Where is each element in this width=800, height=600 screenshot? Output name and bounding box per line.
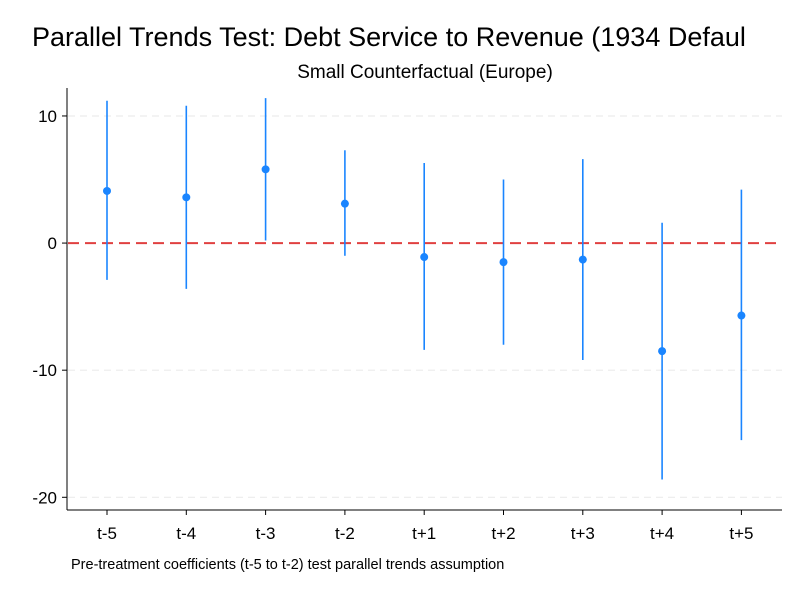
coefficient-point-t-4 — [182, 193, 191, 202]
coefficient-point-t+2 — [499, 258, 508, 267]
coefficient-point-t+1 — [420, 253, 429, 262]
x-tick-label: t+3 — [571, 524, 595, 543]
x-tick-label: t-4 — [176, 524, 196, 543]
y-tick-label: -20 — [32, 488, 57, 507]
coefficient-point-t+3 — [578, 255, 587, 264]
x-tick-label: t+1 — [412, 524, 436, 543]
chart-note: Pre-treatment coefficients (t-5 to t-2) … — [71, 557, 505, 573]
coefficient-point-t-3 — [261, 165, 270, 174]
x-tick-label: t+4 — [650, 524, 674, 543]
x-tick-label: t-3 — [256, 524, 276, 543]
coefficient-point-t-2 — [340, 199, 349, 208]
y-tick-label: 10 — [38, 107, 57, 126]
x-tick-label: t-5 — [97, 524, 117, 543]
coefficient-point-t+5 — [737, 311, 746, 320]
coefficient-point-t-5 — [103, 186, 111, 195]
y-tick-label: -10 — [32, 361, 57, 380]
y-tick-label: 0 — [48, 234, 57, 253]
coefficient-point-t+4 — [658, 347, 667, 356]
chart-subtitle: Small Counterfactual (Europe) — [297, 62, 553, 83]
chart-title: Parallel Trends Test: Debt Service to Re… — [32, 22, 746, 52]
x-tick-label: t+5 — [729, 524, 753, 543]
x-tick-label: t-2 — [335, 524, 355, 543]
x-tick-label: t+2 — [491, 524, 515, 543]
